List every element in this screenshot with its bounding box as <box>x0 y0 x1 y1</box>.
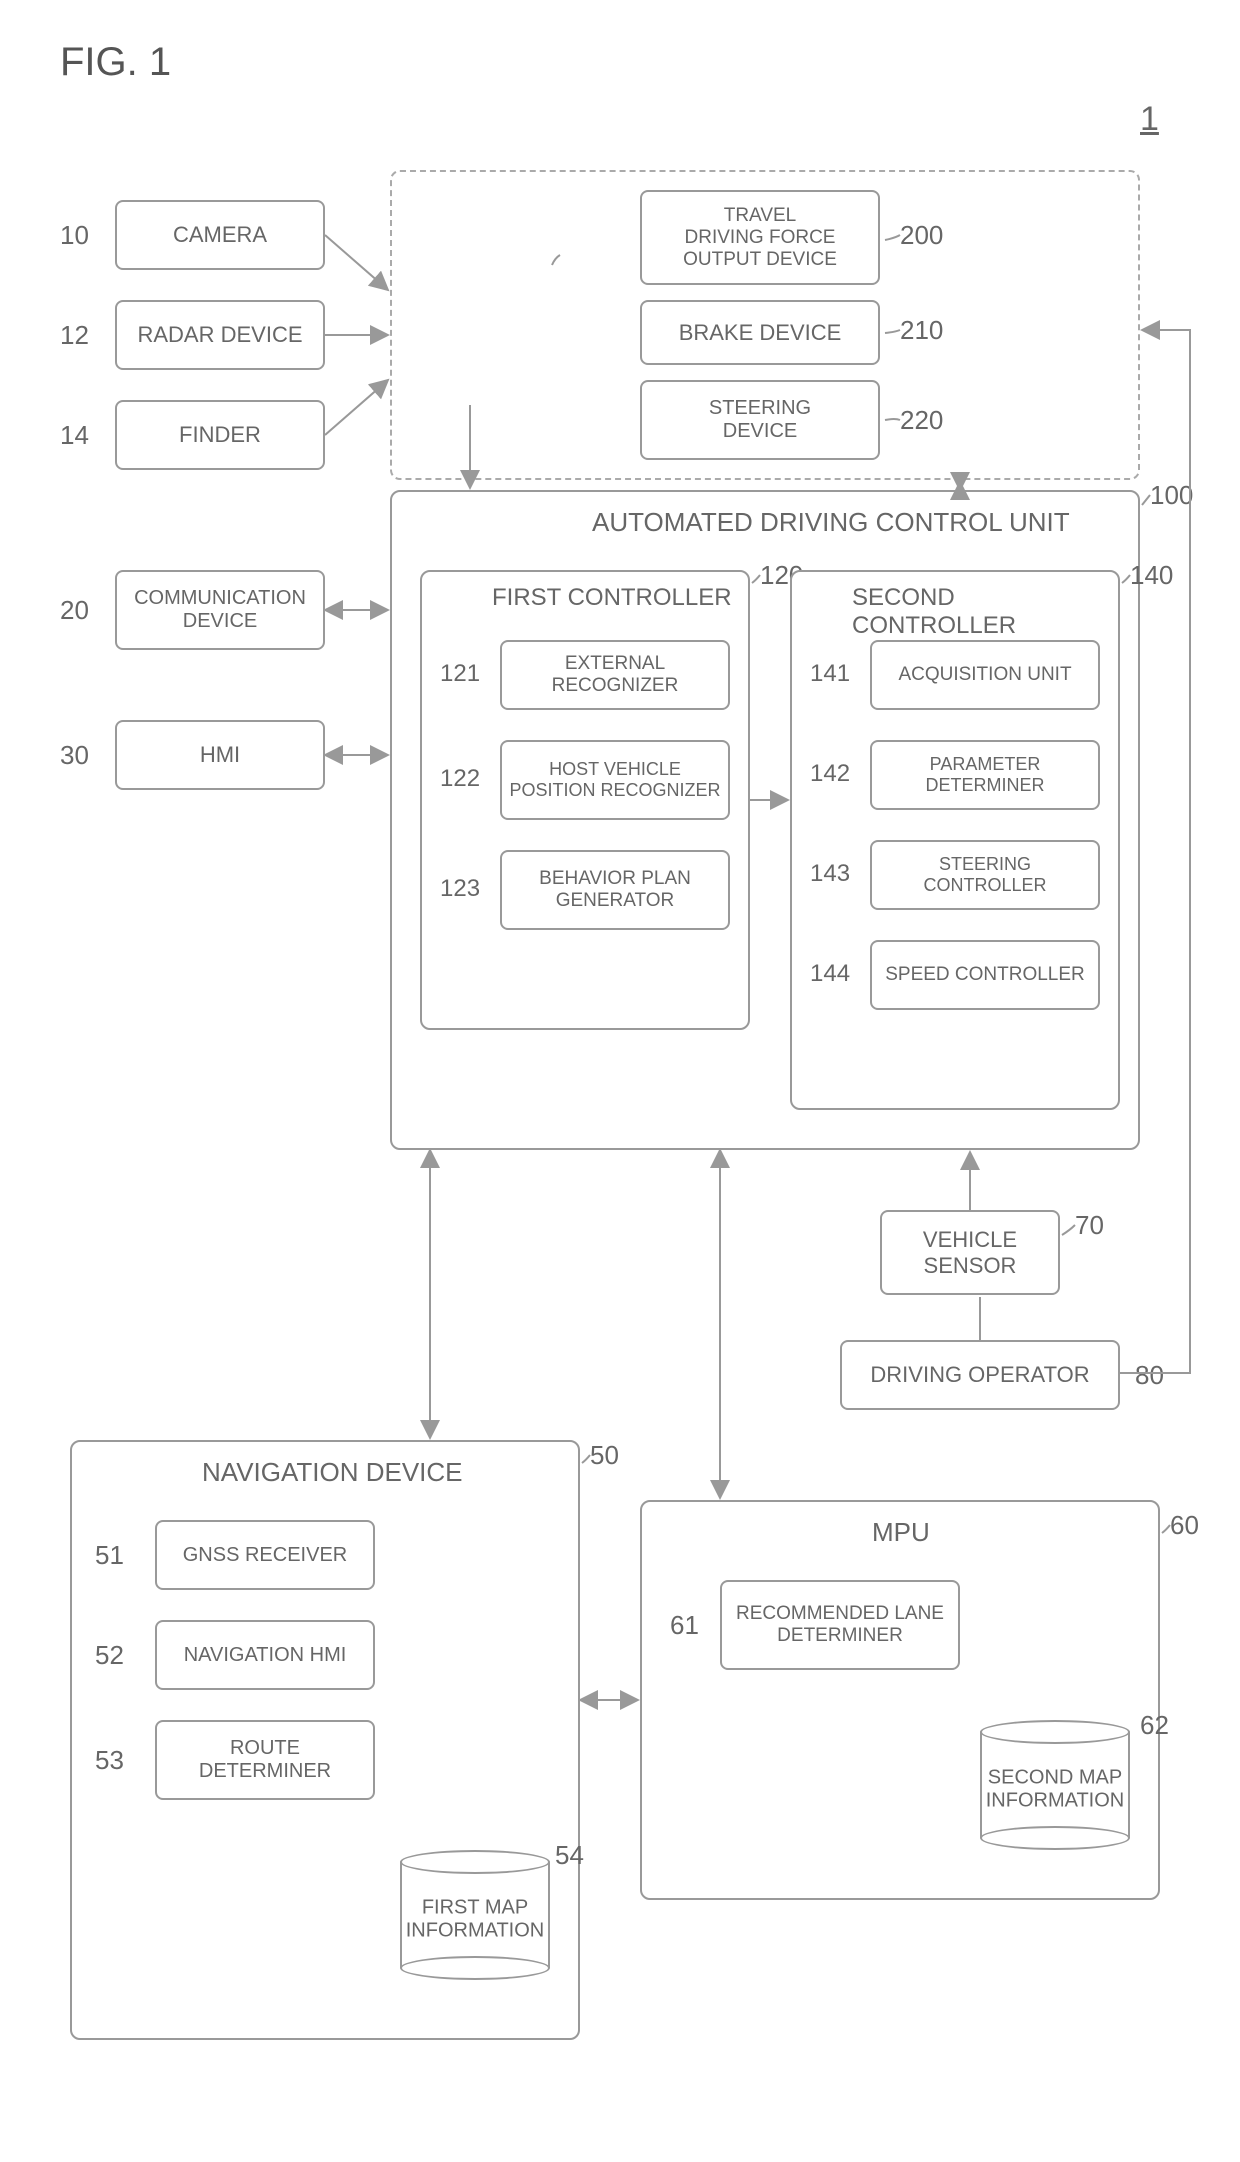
fc-item-1: HOST VEHICLE POSITION RECOGNIZER <box>500 740 730 820</box>
mpu-title: MPU <box>872 1517 930 1548</box>
nav-id: 50 <box>590 1440 619 1471</box>
second-controller-title: SECOND CONTROLLER <box>852 584 1118 640</box>
vehicle-sensor-id: 70 <box>1075 1210 1104 1241</box>
driving-operator-box: DRIVING OPERATOR <box>840 1340 1120 1410</box>
fc-item-2: BEHAVIOR PLAN GENERATOR <box>500 850 730 930</box>
drive-id: 200 <box>900 220 943 251</box>
hmi-box: HMI <box>115 720 325 790</box>
brake-box: BRAKE DEVICE <box>640 300 880 365</box>
mpu-item: RECOMMENDED LANE DETERMINER <box>720 1580 960 1670</box>
fc-item-0: EXTERNAL RECOGNIZER <box>500 640 730 710</box>
second-map-cyl: SECOND MAP INFORMATION <box>980 1720 1130 1850</box>
sc-item-0-id: 141 <box>810 660 850 688</box>
sc-item-2-id: 143 <box>810 860 850 888</box>
first-map-cyl: FIRST MAP INFORMATION <box>400 1850 550 1980</box>
first-map-label: FIRST MAP INFORMATION <box>400 1897 550 1943</box>
sc-item-1: PARAMETER DETERMINER <box>870 740 1100 810</box>
nav-item-0-id: 51 <box>95 1540 124 1571</box>
adcu-id: 100 <box>1150 480 1193 511</box>
figure-title: FIG. 1 <box>60 40 171 85</box>
steering-id: 220 <box>900 405 943 436</box>
page: FIG. 1 1 CAMERA 10 RADAR DEVICE 12 FINDE… <box>0 0 1240 2162</box>
brake-id: 210 <box>900 315 943 346</box>
steering-box: STEERING DEVICE <box>640 380 880 460</box>
sc-item-2: STEERING CONTROLLER <box>870 840 1100 910</box>
nav-item-0: GNSS RECEIVER <box>155 1520 375 1590</box>
vehicle-sensor-box: VEHICLE SENSOR <box>880 1210 1060 1295</box>
sc-item-3: SPEED CONTROLLER <box>870 940 1100 1010</box>
sc-item-3-id: 144 <box>810 960 850 988</box>
comm-box: COMMUNICATION DEVICE <box>115 570 325 650</box>
radar-id: 12 <box>60 320 89 351</box>
fc-item-2-id: 123 <box>440 875 480 903</box>
mpu-id: 60 <box>1170 1510 1199 1541</box>
first-map-id: 54 <box>555 1840 584 1871</box>
nav-item-1: NAVIGATION HMI <box>155 1620 375 1690</box>
camera-id: 10 <box>60 220 89 251</box>
second-map-label: SECOND MAP INFORMATION <box>980 1767 1130 1813</box>
finder-box: FINDER <box>115 400 325 470</box>
comm-id: 20 <box>60 595 89 626</box>
sc-item-0: ACQUISITION UNIT <box>870 640 1100 710</box>
nav-title: NAVIGATION DEVICE <box>202 1457 463 1488</box>
nav-item-2-id: 53 <box>95 1745 124 1776</box>
first-controller-title: FIRST CONTROLLER <box>492 584 732 612</box>
adcu-title: AUTOMATED DRIVING CONTROL UNIT <box>592 507 1070 538</box>
camera-box: CAMERA <box>115 200 325 270</box>
finder-id: 14 <box>60 420 89 451</box>
second-map-id: 62 <box>1140 1710 1169 1741</box>
fc-item-1-id: 122 <box>440 765 480 793</box>
mpu-item-id: 61 <box>670 1610 699 1641</box>
drive-box: TRAVEL DRIVING FORCE OUTPUT DEVICE <box>640 190 880 285</box>
hmi-id: 30 <box>60 740 89 771</box>
sc-item-1-id: 142 <box>810 760 850 788</box>
driving-operator-id: 80 <box>1135 1360 1164 1391</box>
fc-item-0-id: 121 <box>440 660 480 688</box>
nav-item-1-id: 52 <box>95 1640 124 1671</box>
second-controller-id: 140 <box>1130 560 1173 591</box>
nav-item-2: ROUTE DETERMINER <box>155 1720 375 1800</box>
system-id-label: 1 <box>1140 100 1159 139</box>
radar-box: RADAR DEVICE <box>115 300 325 370</box>
